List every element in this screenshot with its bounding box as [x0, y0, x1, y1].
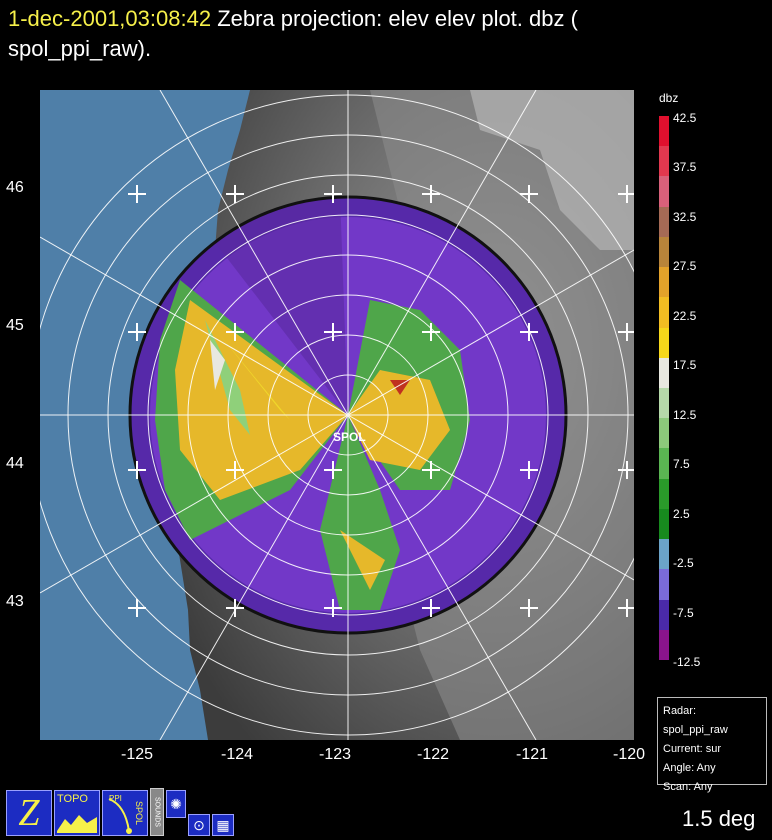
colorbar-segment [659, 146, 669, 177]
colorbar-segment [659, 539, 669, 570]
lon-label--124: -124 [220, 746, 254, 763]
sounds-icon[interactable]: SOUNDS [150, 788, 164, 836]
radar-site-label: SPOL [333, 430, 366, 444]
elevation-angle: 1.5 deg [682, 806, 756, 831]
title-description: Zebra projection: elev elev plot. dbz ( [217, 6, 578, 31]
title-description-line2: spol_ppi_raw). [8, 36, 152, 61]
colorbar-label: -2.5 [673, 556, 694, 571]
colorbar-segment [659, 116, 669, 147]
info-current: Current: sur [663, 743, 722, 755]
colorbar-segment [659, 236, 669, 268]
colorbar-segment [659, 297, 669, 328]
colorbar-segment [659, 478, 669, 509]
radar-reflectivity [130, 197, 566, 633]
info-scan: Scan: Any [663, 781, 713, 793]
colorbar-label: 22.5 [673, 308, 697, 323]
grid-icon[interactable]: ▦ [212, 814, 234, 836]
lon-label--125: -125 [120, 746, 154, 763]
compass-icon[interactable]: ✺ [166, 790, 186, 818]
colorbar [659, 116, 669, 660]
sounds-icon-label: SOUNDS [153, 797, 161, 827]
lon-label--120: -120 [612, 746, 646, 763]
lat-label-44: 44 [6, 455, 24, 472]
info-angle: Angle: Any [663, 762, 716, 774]
ppi-icon-label: PPI [109, 794, 122, 803]
colorbar-label: -12.5 [673, 655, 701, 669]
lat-label-46: 46 [6, 179, 24, 196]
colorbar-label: 12.5 [673, 407, 697, 422]
colorbar-segment [659, 418, 669, 449]
spol-icon-label: SPOL [134, 801, 144, 826]
lon-label--122: -122 [416, 746, 450, 763]
topo-icon-label: TOPO [57, 793, 88, 805]
colorbar-segment [659, 569, 669, 600]
colorbar-label: 37.5 [673, 160, 697, 175]
rings-icon[interactable]: ⊙ [188, 814, 210, 836]
colorbar-label: 2.5 [673, 506, 690, 521]
colorbar-label: -7.5 [673, 605, 694, 620]
colorbar-segment [659, 387, 669, 419]
colorbar-segment [659, 508, 669, 540]
colorbar-label: 32.5 [673, 209, 697, 224]
zebra-icon-label: Z [18, 792, 40, 834]
colorbar-segment [659, 267, 669, 298]
lat-label-43: 43 [6, 593, 24, 610]
icon-bar: Z TOPO PPI SPOL SOUNDS ✺ ⊙ ▦ [6, 788, 234, 836]
lat-label-45: 45 [6, 317, 24, 334]
colorbar-segment [659, 176, 669, 207]
colorbar-title: dbz [659, 91, 679, 105]
radar-map[interactable]: SPOL [40, 90, 634, 740]
ppi-spol-icon[interactable]: PPI SPOL [102, 790, 148, 836]
radar-info-panel: Radar: spol_ppi_raw Current: sur Angle: … [657, 697, 767, 793]
info-radar: Radar: spol_ppi_raw [663, 705, 728, 736]
colorbar-label: 27.5 [673, 259, 697, 274]
timestamp: 1-dec-2001,03:08:42 [8, 6, 212, 31]
colorbar-label: 42.5 [673, 111, 697, 125]
colorbar-label: 7.5 [673, 457, 690, 472]
latlon-crosses [128, 185, 634, 617]
plot-title: 1-dec-2001,03:08:42 Zebra projection: el… [8, 4, 768, 64]
colorbar-segment [659, 629, 669, 660]
colorbar-segment [659, 599, 669, 630]
colorbar-segment [659, 357, 669, 388]
zebra-icon[interactable]: Z [6, 790, 52, 836]
colorbar-segment [659, 327, 669, 358]
colorbar-segment [659, 448, 669, 479]
colorbar-segment [659, 206, 669, 237]
lon-label--123: -123 [318, 746, 352, 763]
azimuth-lines [40, 90, 634, 740]
lon-label--121: -121 [515, 746, 549, 763]
colorbar-label: 17.5 [673, 358, 697, 373]
topo-icon[interactable]: TOPO [54, 790, 100, 836]
